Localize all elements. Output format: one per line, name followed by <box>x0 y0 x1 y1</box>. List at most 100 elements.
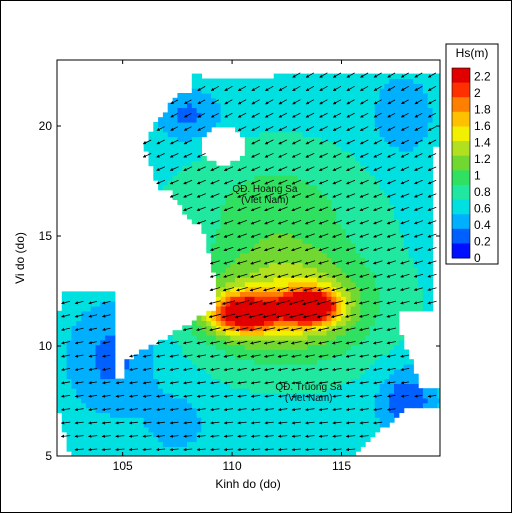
field-cell <box>355 291 361 297</box>
field-cell <box>273 78 280 84</box>
field-cell <box>302 170 308 176</box>
field-cell <box>307 301 313 307</box>
field-cell <box>158 175 164 181</box>
field-cell <box>264 262 270 268</box>
field-cell <box>201 436 207 442</box>
field-cell <box>384 97 390 104</box>
field-cell <box>384 393 390 399</box>
field-cell <box>336 199 342 205</box>
field-cell <box>403 88 410 94</box>
field-cell <box>302 388 308 394</box>
field-cell <box>379 364 385 370</box>
field-cell <box>345 344 352 351</box>
field-cell <box>345 412 352 418</box>
wave-arrow <box>156 407 165 412</box>
wave-arrow <box>223 233 234 238</box>
field-cell <box>365 368 371 375</box>
field-cell <box>321 378 328 384</box>
field-cell <box>384 199 390 205</box>
field-cell <box>350 262 357 268</box>
field-cell <box>413 185 419 191</box>
wave-arrow <box>316 313 331 319</box>
field-cell <box>384 412 390 418</box>
wave-arrow <box>291 434 301 438</box>
field-cell <box>90 354 97 360</box>
field-cell <box>61 291 68 297</box>
field-cell <box>321 286 328 292</box>
field-cell <box>182 422 188 428</box>
field-cell <box>341 296 347 302</box>
field-cell <box>321 257 328 263</box>
field-cell <box>374 306 381 312</box>
field-cell <box>321 73 328 79</box>
field-cell <box>273 281 280 288</box>
field-cell <box>172 175 178 181</box>
wave-arrow <box>60 434 71 438</box>
field-cell <box>182 373 188 380</box>
wave-arrow <box>250 434 261 438</box>
field-cell <box>321 233 328 239</box>
field-cell <box>187 368 193 375</box>
field-cell <box>302 407 308 413</box>
field-cell <box>201 223 207 230</box>
field-cell <box>370 175 376 181</box>
field-cell <box>389 354 395 360</box>
field-cell <box>254 330 260 336</box>
field-cell <box>302 427 308 433</box>
field-cell <box>413 373 419 380</box>
wave-arrow <box>196 354 207 358</box>
field-cell <box>317 257 323 263</box>
field-cell <box>418 252 424 259</box>
field-cell <box>326 155 332 162</box>
field-cell <box>326 262 332 268</box>
field-cell <box>177 436 183 442</box>
field-cell <box>292 170 299 176</box>
field-cell <box>244 441 251 447</box>
field-cell <box>215 368 222 375</box>
field-cell <box>384 364 390 370</box>
field-cell <box>138 359 145 365</box>
field-cell <box>336 306 342 312</box>
field-cell <box>100 315 106 321</box>
field-cell <box>389 388 395 394</box>
field-cell <box>182 383 188 389</box>
field-cell <box>76 441 82 447</box>
wave-arrow <box>196 153 206 158</box>
field-cell <box>240 310 246 317</box>
field-cell <box>326 451 332 456</box>
field-cell <box>326 247 332 254</box>
field-cell <box>61 310 68 317</box>
field-cell <box>345 122 352 128</box>
field-cell <box>321 431 328 438</box>
field-cell <box>427 88 434 94</box>
field-cell <box>394 252 400 259</box>
field-cell <box>240 451 246 456</box>
field-cell <box>292 441 299 447</box>
field-cell <box>273 194 280 200</box>
field-cell <box>249 301 255 307</box>
field-cell <box>259 373 265 380</box>
field-cell <box>182 170 188 176</box>
field-cell <box>389 141 395 147</box>
field-cell <box>345 335 352 341</box>
field-cell <box>196 344 202 351</box>
field-cell <box>187 204 193 210</box>
field-cell <box>244 117 251 123</box>
field-cell <box>317 330 323 336</box>
field-cell <box>403 160 410 167</box>
field-cell <box>408 160 414 167</box>
field-cell <box>66 412 72 418</box>
field-cell <box>268 247 275 254</box>
field-cell <box>422 247 429 254</box>
wave-arrow <box>142 447 152 452</box>
field-cell <box>370 112 376 118</box>
field-cell <box>162 412 169 418</box>
field-cell <box>292 228 299 234</box>
field-cell <box>249 296 255 302</box>
field-cell <box>249 243 255 249</box>
field-cell <box>321 388 328 394</box>
field-cell <box>331 199 337 205</box>
field-cell <box>225 238 231 244</box>
field-cell <box>85 296 92 302</box>
field-cell <box>379 296 385 302</box>
